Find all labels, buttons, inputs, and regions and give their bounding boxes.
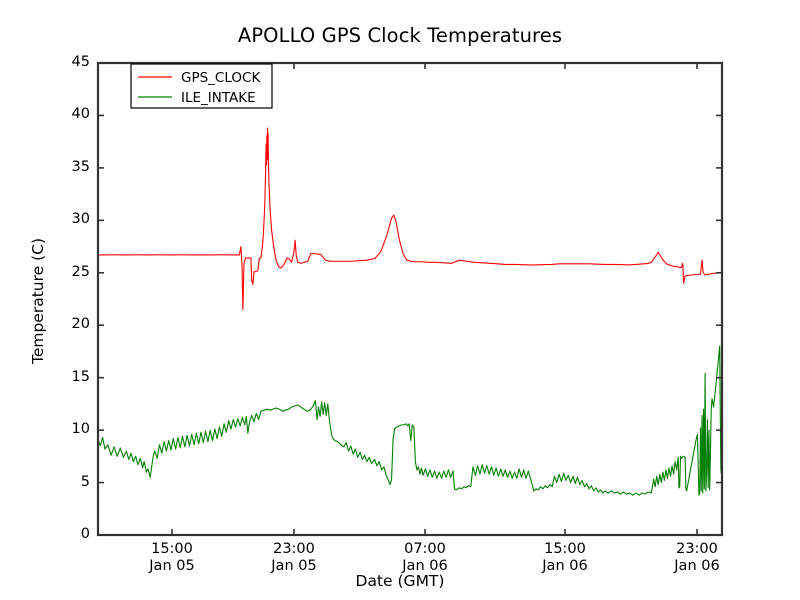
y-tick-label: 10 xyxy=(71,421,90,438)
y-tick-label: 30 xyxy=(71,211,90,228)
x-tick-label: 23:00 Jan 05 xyxy=(271,541,317,574)
y-tick-label: 25 xyxy=(71,263,90,280)
series-line-ile-intake xyxy=(97,345,723,496)
legend-box xyxy=(130,63,273,109)
plot-frame xyxy=(96,61,724,537)
legend-label-gps-clock: GPS_CLOCK xyxy=(181,70,261,86)
chart-legend[interactable]: GPS_CLOCK ILE_INTAKE xyxy=(130,63,273,109)
y-tick-label: 0 xyxy=(80,526,90,542)
y-tick-label: 5 xyxy=(80,473,90,490)
series-layer xyxy=(97,127,723,496)
x-tick-label: 23:00 Jan 06 xyxy=(674,541,720,574)
y-tick-label: 20 xyxy=(71,316,90,333)
x-tick-label: 07:00 Jan 06 xyxy=(402,541,448,574)
legend-label-ile-intake: ILE_INTAKE xyxy=(181,90,256,106)
x-tick-label: 15:00 Jan 06 xyxy=(542,541,588,574)
y-tick-label: 35 xyxy=(71,158,90,175)
x-axis-label: Date (GMT) xyxy=(355,572,445,590)
axes-frame xyxy=(96,61,724,537)
series-line-gps-clock xyxy=(97,127,722,311)
chart-title: APOLLO GPS Clock Temperatures xyxy=(237,24,563,47)
y-tick-label: 45 xyxy=(71,54,90,70)
y-tick-label: 40 xyxy=(71,106,90,123)
x-tick-label: 15:00 Jan 05 xyxy=(149,541,195,574)
y-tick-label: 15 xyxy=(71,368,90,385)
